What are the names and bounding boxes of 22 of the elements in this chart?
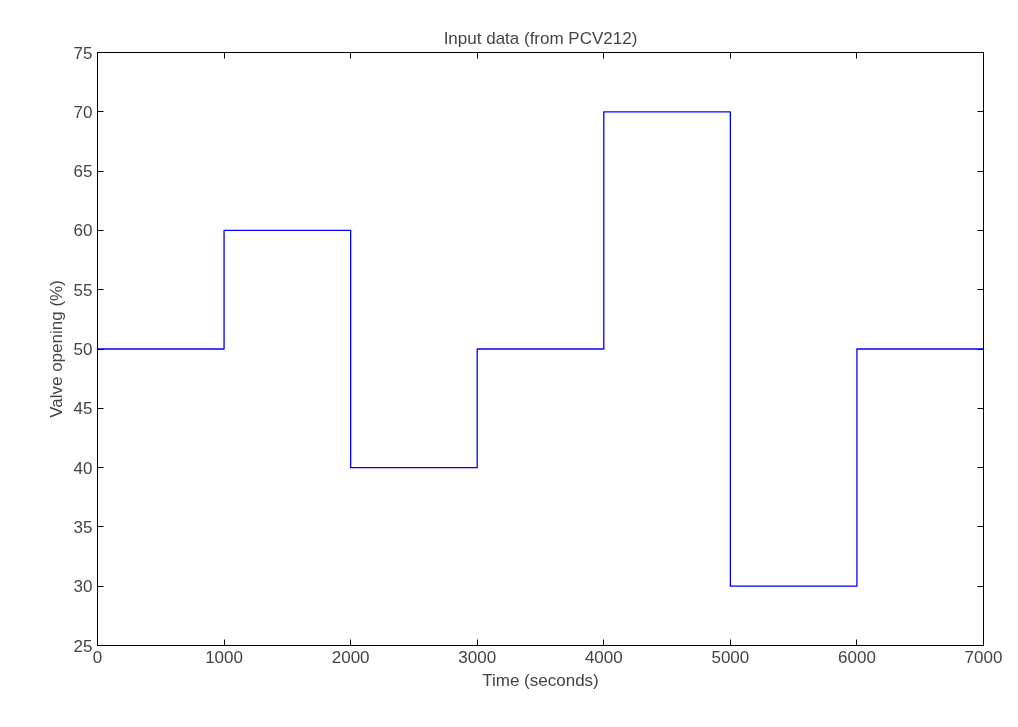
y-tick-label: 30 (73, 577, 93, 597)
x-tick-label: 0 (92, 647, 103, 667)
x-tick-label: 7000 (964, 647, 1003, 667)
x-tick-label: 5000 (711, 647, 750, 667)
y-tick-label: 75 (73, 43, 93, 63)
x-tick-label: 4000 (584, 647, 623, 667)
x-axis-title: Time (seconds) (482, 670, 599, 690)
x-tick-label: 2000 (331, 647, 370, 667)
y-tick-label: 40 (73, 458, 93, 478)
x-tick-label: 3000 (458, 647, 497, 667)
y-tick-label: 50 (73, 340, 93, 359)
y-tick-label: 65 (73, 162, 93, 182)
x-tick-label: 6000 (838, 647, 876, 667)
y-tick-label: 55 (73, 280, 93, 300)
y-tick-label: 45 (73, 399, 93, 419)
y-tick-label: 60 (73, 221, 93, 241)
y-tick-label: 25 (73, 636, 93, 656)
y-tick-label: 70 (73, 102, 93, 122)
chart-title: Input data (from PCV212) (443, 28, 638, 48)
y-tick-label: 35 (73, 517, 93, 537)
y-axis-title: Valve opening (%) (46, 280, 66, 418)
x-tick-label: 1000 (205, 647, 243, 667)
